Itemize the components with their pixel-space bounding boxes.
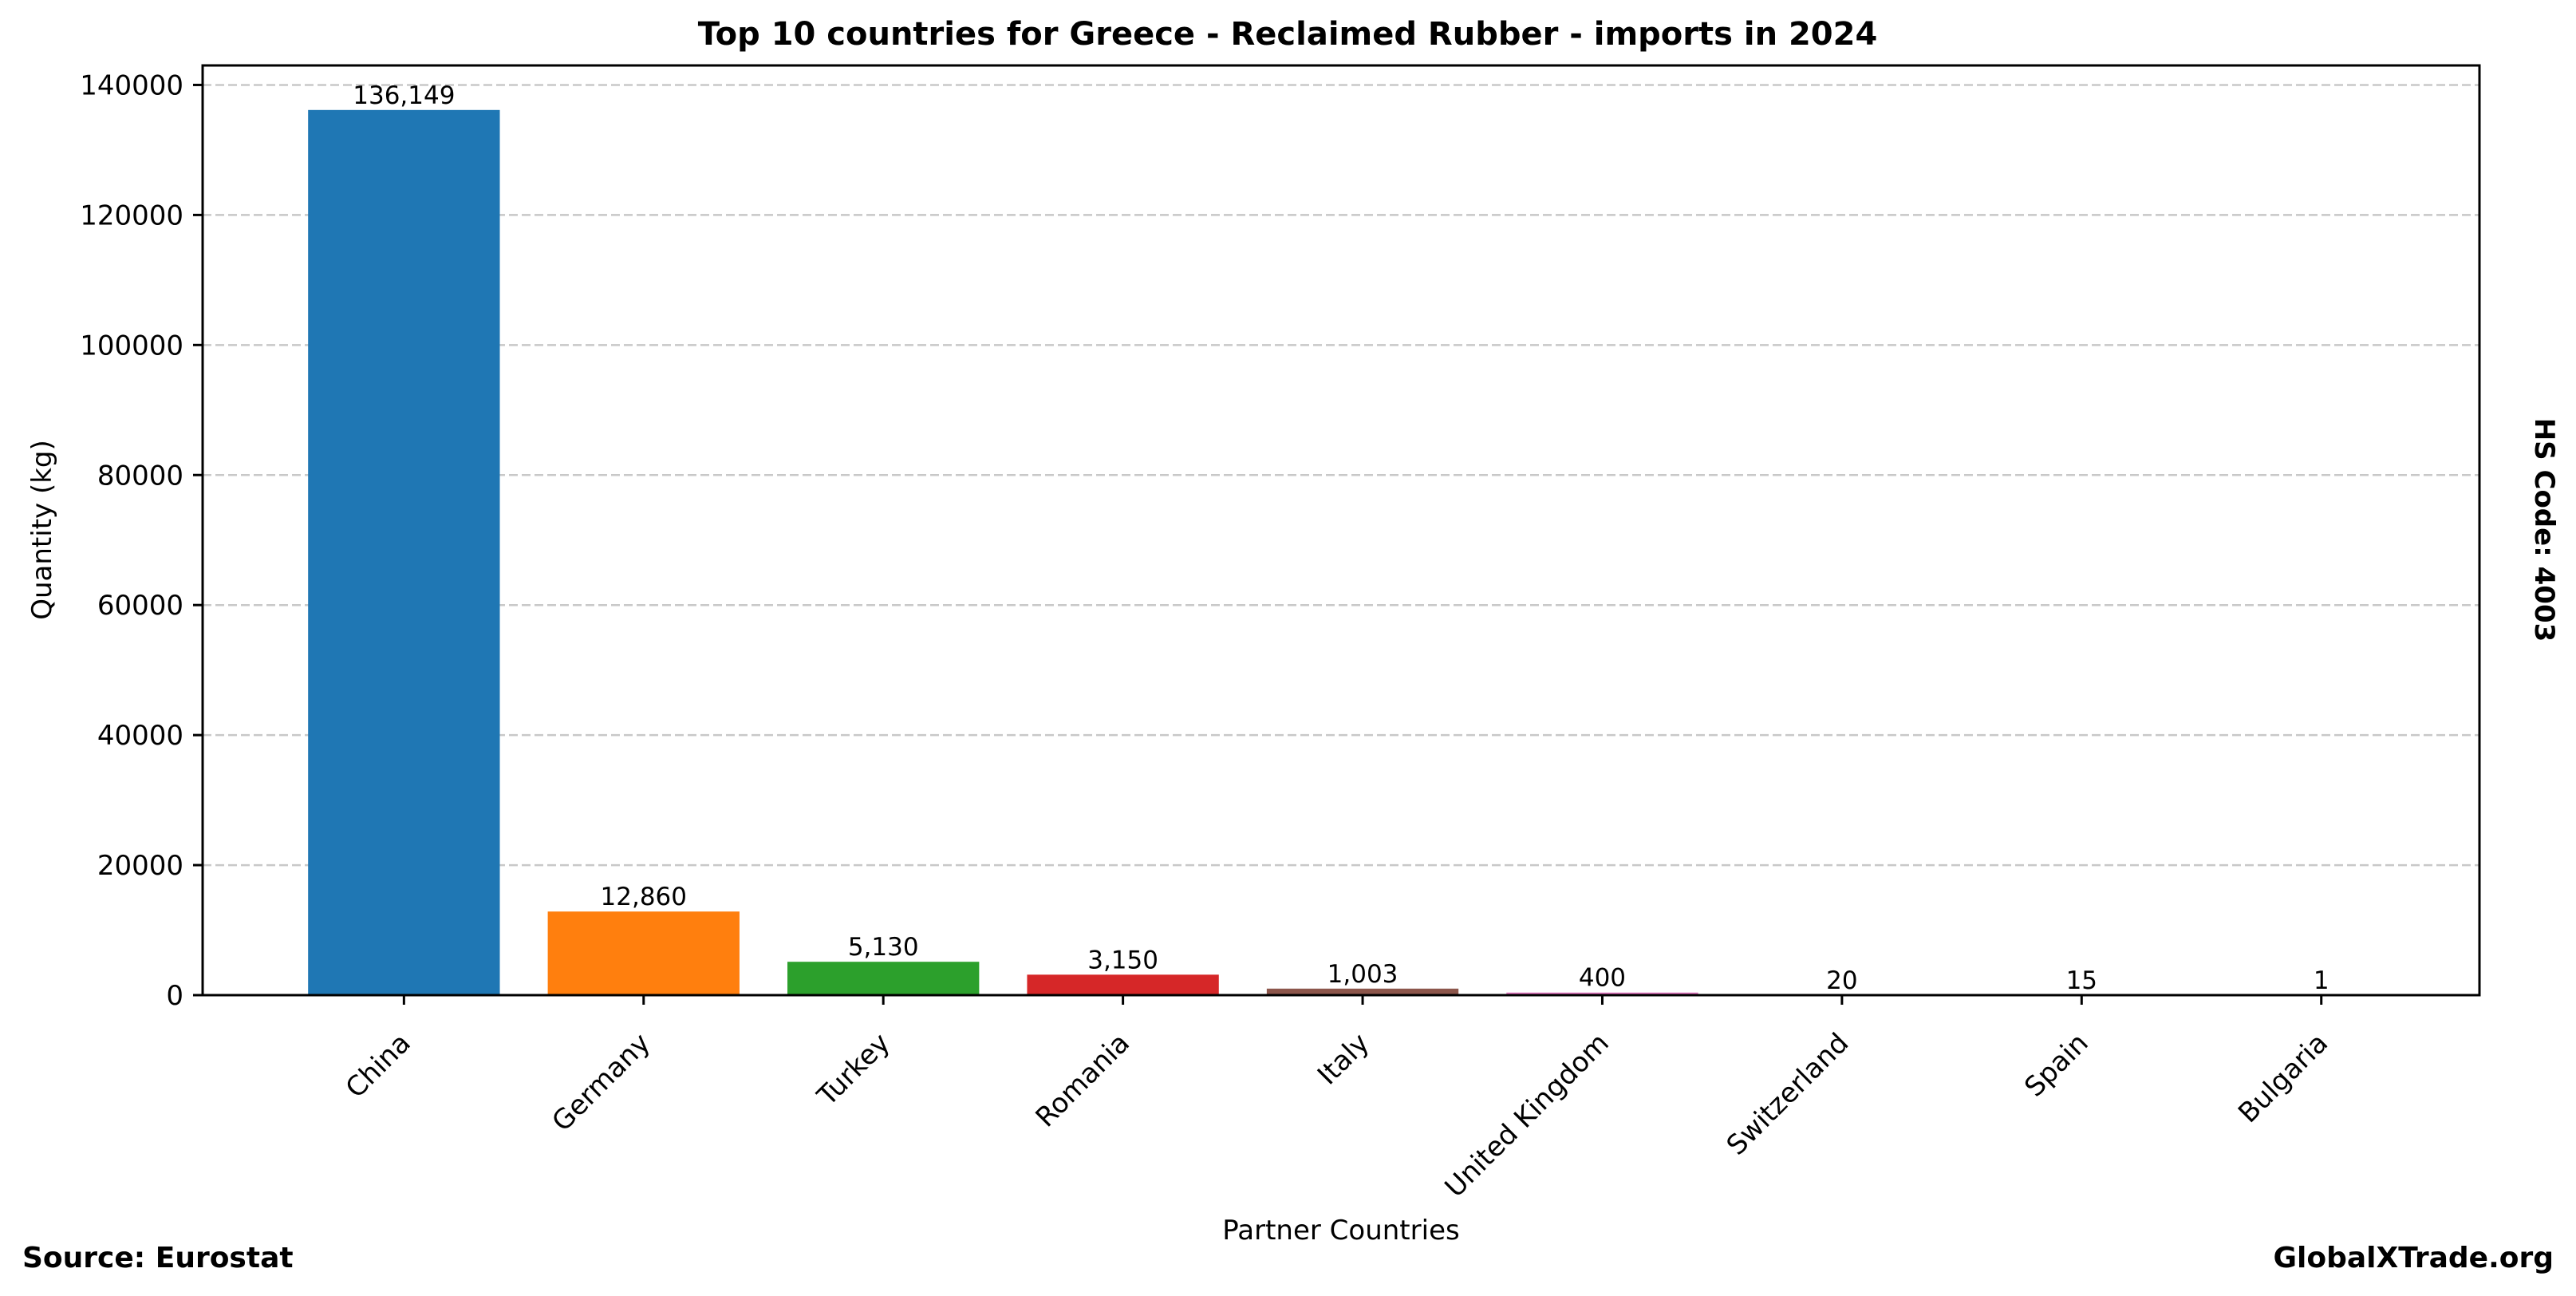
x-tick-label: Turkey [811, 1027, 896, 1112]
bar-value-label: 15 [2066, 966, 2097, 995]
x-tick-label: Spain [2018, 1027, 2094, 1103]
bar-germany [547, 911, 740, 995]
y-tick-label: 40000 [97, 720, 183, 752]
plot-frame [201, 64, 2481, 997]
hs-code-label: HS Code: 4003 [2528, 418, 2560, 642]
source-note: Source: Eurostat [22, 1242, 294, 1274]
x-tick-label: China [340, 1027, 417, 1104]
bar-italy [1266, 988, 1459, 995]
x-tick-label: Germany [546, 1027, 657, 1138]
x-tick-label: Bulgaria [2232, 1027, 2334, 1129]
x-tick-label: Italy [1312, 1027, 1375, 1091]
x-axis-ticks: China Germany Turkey Romania Italy United Kin… [340, 995, 2334, 1203]
y-tick-label: 80000 [97, 460, 183, 492]
bar-value-label: 3,150 [1087, 946, 1158, 974]
y-tick-label: 60000 [97, 590, 183, 622]
y-tick-label: 20000 [97, 850, 183, 882]
y-tick-label: 140000 [80, 69, 183, 101]
bar-value-label: 5,130 [848, 933, 919, 962]
bar-value-label: 136,149 [353, 81, 455, 110]
gridlines [203, 84, 2479, 867]
bar-turkey [787, 962, 980, 995]
bar-value-label: 1 [2314, 966, 2329, 995]
y-tick-label: 100000 [80, 330, 183, 362]
site-credit[interactable]: GlobalXTrade.org [2273, 1242, 2554, 1274]
y-tick-label: 0 [166, 980, 183, 1012]
bar-united-kingdom [1506, 992, 1698, 995]
bar-value-labels: 136,149 12,860 5,130 3,150 1,003 400 20 15 1 [353, 81, 2329, 995]
x-tick-label: Switzerland [1721, 1027, 1856, 1162]
bar-value-label: 12,860 [601, 883, 687, 911]
x-tick-label: United Kingdom [1439, 1027, 1615, 1203]
y-tick-label: 120000 [80, 200, 183, 231]
x-tick-label: Romania [1030, 1027, 1136, 1133]
y-axis-ticks: 0 20000 40000 60000 80000 100000 120000 140000 [80, 69, 203, 1012]
x-axis-label: Partner Countries [1222, 1215, 1459, 1247]
bar-value-label: 1,003 [1327, 960, 1398, 989]
y-axis-label: Quantity (kg) [26, 440, 58, 620]
bars [308, 109, 2417, 996]
bar-value-label: 400 [1579, 964, 1626, 993]
bar-value-label: 20 [1826, 966, 1857, 995]
bar-romania [1027, 974, 1219, 995]
bar-china [308, 109, 500, 995]
chart-title: Top 10 countries for Greece - Reclaimed … [698, 16, 1878, 53]
